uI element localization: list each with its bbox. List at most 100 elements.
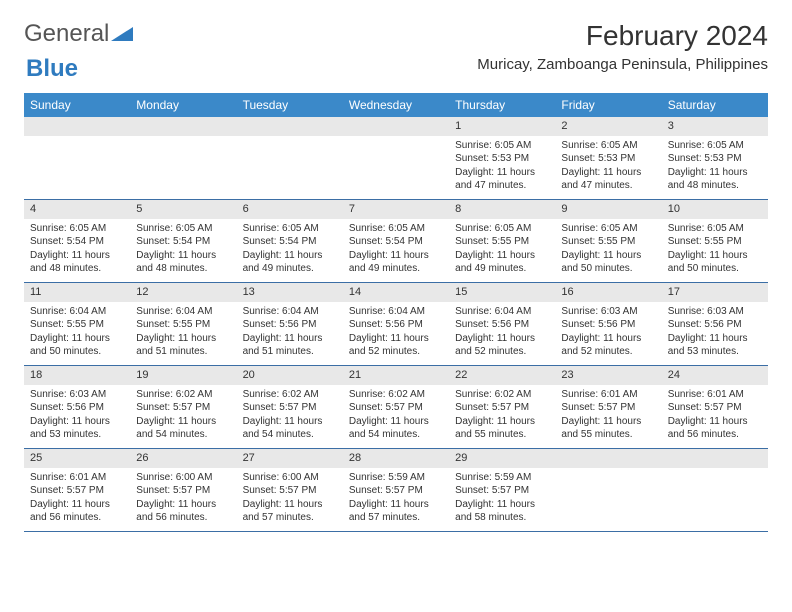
- cell-date: 19: [130, 366, 236, 385]
- cell-date: [24, 117, 130, 136]
- cell-body: Sunrise: 6:02 AMSunset: 5:57 PMDaylight:…: [449, 385, 555, 446]
- logo: General: [24, 20, 135, 48]
- daylight-text: Daylight: 11 hours and 55 minutes.: [561, 415, 655, 442]
- cell-date: 20: [237, 366, 343, 385]
- sunset-text: Sunset: 5:55 PM: [30, 318, 124, 332]
- daylight-text: Daylight: 11 hours and 48 minutes.: [30, 249, 124, 276]
- sunrise-text: Sunrise: 6:05 AM: [561, 139, 655, 153]
- calendar-cell: [24, 117, 130, 199]
- sunset-text: Sunset: 5:56 PM: [243, 318, 337, 332]
- daylight-text: Daylight: 11 hours and 56 minutes.: [136, 498, 230, 525]
- sunrise-text: Sunrise: 6:05 AM: [668, 139, 762, 153]
- location: Muricay, Zamboanga Peninsula, Philippine…: [477, 56, 768, 73]
- calendar-cell: 22Sunrise: 6:02 AMSunset: 5:57 PMDayligh…: [449, 366, 555, 448]
- week-row: 18Sunrise: 6:03 AMSunset: 5:56 PMDayligh…: [24, 366, 768, 449]
- daylight-text: Daylight: 11 hours and 49 minutes.: [349, 249, 443, 276]
- cell-date: 18: [24, 366, 130, 385]
- cell-date: 10: [662, 200, 768, 219]
- sunset-text: Sunset: 5:57 PM: [30, 484, 124, 498]
- sunrise-text: Sunrise: 6:05 AM: [243, 222, 337, 236]
- sunrise-text: Sunrise: 6:03 AM: [668, 305, 762, 319]
- cell-date: 23: [555, 366, 661, 385]
- sunrise-text: Sunrise: 6:05 AM: [30, 222, 124, 236]
- cell-date: [237, 117, 343, 136]
- sunset-text: Sunset: 5:54 PM: [349, 235, 443, 249]
- daylight-text: Daylight: 11 hours and 56 minutes.: [30, 498, 124, 525]
- sunrise-text: Sunrise: 6:04 AM: [136, 305, 230, 319]
- cell-body: Sunrise: 6:03 AMSunset: 5:56 PMDaylight:…: [24, 385, 130, 446]
- cell-body: Sunrise: 6:05 AMSunset: 5:54 PMDaylight:…: [343, 219, 449, 280]
- daylight-text: Daylight: 11 hours and 52 minutes.: [455, 332, 549, 359]
- sunrise-text: Sunrise: 6:02 AM: [243, 388, 337, 402]
- sunset-text: Sunset: 5:55 PM: [668, 235, 762, 249]
- logo-text-blue: Blue: [26, 55, 78, 82]
- sunset-text: Sunset: 5:55 PM: [561, 235, 655, 249]
- cell-body: Sunrise: 6:03 AMSunset: 5:56 PMDaylight:…: [662, 302, 768, 363]
- daylight-text: Daylight: 11 hours and 48 minutes.: [668, 166, 762, 193]
- cell-date: 5: [130, 200, 236, 219]
- cell-body: Sunrise: 6:05 AMSunset: 5:54 PMDaylight:…: [130, 219, 236, 280]
- daylight-text: Daylight: 11 hours and 50 minutes.: [30, 332, 124, 359]
- cell-body: Sunrise: 5:59 AMSunset: 5:57 PMDaylight:…: [449, 468, 555, 529]
- calendar-cell: 28Sunrise: 5:59 AMSunset: 5:57 PMDayligh…: [343, 449, 449, 531]
- sunset-text: Sunset: 5:56 PM: [349, 318, 443, 332]
- title-block: February 2024 Muricay, Zamboanga Peninsu…: [477, 20, 768, 73]
- sunrise-text: Sunrise: 6:05 AM: [668, 222, 762, 236]
- sunrise-text: Sunrise: 6:02 AM: [349, 388, 443, 402]
- daylight-text: Daylight: 11 hours and 47 minutes.: [455, 166, 549, 193]
- calendar-cell: 7Sunrise: 6:05 AMSunset: 5:54 PMDaylight…: [343, 200, 449, 282]
- cell-date: 7: [343, 200, 449, 219]
- daylight-text: Daylight: 11 hours and 57 minutes.: [349, 498, 443, 525]
- sunset-text: Sunset: 5:56 PM: [668, 318, 762, 332]
- sunset-text: Sunset: 5:57 PM: [136, 484, 230, 498]
- sunset-text: Sunset: 5:53 PM: [455, 152, 549, 166]
- cell-date: 27: [237, 449, 343, 468]
- sunrise-text: Sunrise: 6:02 AM: [136, 388, 230, 402]
- cell-date: 21: [343, 366, 449, 385]
- day-header: Sunday: [24, 93, 130, 117]
- calendar-cell: [555, 449, 661, 531]
- daylight-text: Daylight: 11 hours and 47 minutes.: [561, 166, 655, 193]
- sunset-text: Sunset: 5:57 PM: [349, 401, 443, 415]
- cell-date: 25: [24, 449, 130, 468]
- sunset-text: Sunset: 5:57 PM: [349, 484, 443, 498]
- cell-date: 26: [130, 449, 236, 468]
- daylight-text: Daylight: 11 hours and 58 minutes.: [455, 498, 549, 525]
- calendar-cell: 20Sunrise: 6:02 AMSunset: 5:57 PMDayligh…: [237, 366, 343, 448]
- calendar-cell: 27Sunrise: 6:00 AMSunset: 5:57 PMDayligh…: [237, 449, 343, 531]
- cell-body: Sunrise: 6:00 AMSunset: 5:57 PMDaylight:…: [237, 468, 343, 529]
- cell-body: Sunrise: 6:02 AMSunset: 5:57 PMDaylight:…: [130, 385, 236, 446]
- cell-body: Sunrise: 6:04 AMSunset: 5:56 PMDaylight:…: [237, 302, 343, 363]
- sunrise-text: Sunrise: 6:00 AM: [136, 471, 230, 485]
- daylight-text: Daylight: 11 hours and 54 minutes.: [349, 415, 443, 442]
- sunset-text: Sunset: 5:57 PM: [136, 401, 230, 415]
- month-title: February 2024: [477, 20, 768, 52]
- calendar-cell: 6Sunrise: 6:05 AMSunset: 5:54 PMDaylight…: [237, 200, 343, 282]
- cell-body: Sunrise: 6:00 AMSunset: 5:57 PMDaylight:…: [130, 468, 236, 529]
- cell-date: 8: [449, 200, 555, 219]
- calendar-cell: [130, 117, 236, 199]
- sunset-text: Sunset: 5:57 PM: [243, 401, 337, 415]
- cell-date: 11: [24, 283, 130, 302]
- sunset-text: Sunset: 5:57 PM: [668, 401, 762, 415]
- sunset-text: Sunset: 5:54 PM: [243, 235, 337, 249]
- cell-date: 29: [449, 449, 555, 468]
- calendar-cell: 19Sunrise: 6:02 AMSunset: 5:57 PMDayligh…: [130, 366, 236, 448]
- sunset-text: Sunset: 5:57 PM: [455, 484, 549, 498]
- calendar-cell: 10Sunrise: 6:05 AMSunset: 5:55 PMDayligh…: [662, 200, 768, 282]
- cell-body: Sunrise: 6:05 AMSunset: 5:53 PMDaylight:…: [662, 136, 768, 197]
- daylight-text: Daylight: 11 hours and 51 minutes.: [136, 332, 230, 359]
- calendar-cell: [343, 117, 449, 199]
- cell-body: Sunrise: 6:03 AMSunset: 5:56 PMDaylight:…: [555, 302, 661, 363]
- sunset-text: Sunset: 5:55 PM: [455, 235, 549, 249]
- sunrise-text: Sunrise: 6:05 AM: [455, 139, 549, 153]
- sunset-text: Sunset: 5:53 PM: [561, 152, 655, 166]
- calendar-cell: 16Sunrise: 6:03 AMSunset: 5:56 PMDayligh…: [555, 283, 661, 365]
- cell-body: Sunrise: 6:01 AMSunset: 5:57 PMDaylight:…: [662, 385, 768, 446]
- daylight-text: Daylight: 11 hours and 53 minutes.: [30, 415, 124, 442]
- cell-body: Sunrise: 6:05 AMSunset: 5:55 PMDaylight:…: [449, 219, 555, 280]
- cell-body: Sunrise: 6:04 AMSunset: 5:56 PMDaylight:…: [449, 302, 555, 363]
- cell-date: [662, 449, 768, 468]
- cell-body: Sunrise: 6:01 AMSunset: 5:57 PMDaylight:…: [24, 468, 130, 529]
- sunrise-text: Sunrise: 6:05 AM: [349, 222, 443, 236]
